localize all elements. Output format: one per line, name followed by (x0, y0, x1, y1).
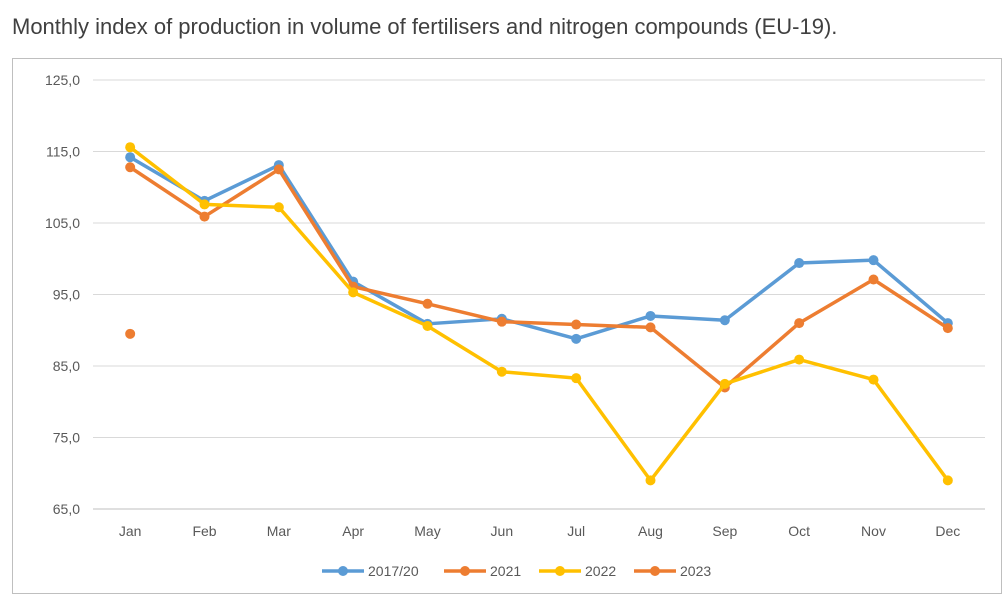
legend-marker (555, 566, 565, 576)
data-point (794, 258, 805, 269)
gridlines (93, 79, 985, 510)
x-tick-label: Dec (935, 523, 960, 539)
data-point (125, 142, 136, 153)
legend-item: 2021 (444, 563, 521, 579)
data-point (794, 354, 805, 365)
x-tick-label: Feb (192, 523, 216, 539)
x-tick-label: Aug (638, 523, 663, 539)
data-point (199, 211, 210, 222)
legend: 2017/20 2021 2022 2023 (322, 563, 711, 579)
y-tick-label: 85,0 (53, 358, 80, 374)
legend-label: 2022 (585, 563, 616, 579)
data-point (571, 319, 582, 330)
series-lines (125, 142, 953, 486)
data-point (645, 310, 656, 321)
legend-label: 2021 (490, 563, 521, 579)
chart-title: Monthly index of production in volume of… (12, 14, 838, 39)
data-point (719, 315, 730, 326)
data-point (571, 373, 582, 384)
data-point (125, 152, 136, 163)
legend-item: 2017/20 (322, 563, 419, 579)
data-point (125, 162, 136, 173)
data-point (719, 378, 730, 389)
data-point (496, 316, 507, 327)
data-point (348, 287, 359, 298)
chart-frame (12, 58, 1002, 594)
data-point (942, 323, 953, 334)
legend-label: 2023 (680, 563, 711, 579)
x-tick-label: Jan (119, 523, 142, 539)
series-2021 (125, 162, 953, 393)
y-tick-label: 105,0 (45, 215, 80, 231)
y-tick-label: 125,0 (45, 72, 80, 88)
series-2022 (125, 142, 953, 486)
data-point (273, 164, 284, 175)
legend-item: 2023 (634, 563, 711, 579)
y-tick-label: 75,0 (53, 430, 80, 446)
data-point (199, 199, 210, 210)
x-tick-label: Nov (861, 523, 886, 539)
legend-marker (338, 566, 348, 576)
data-point (422, 298, 433, 309)
x-tick-label: Oct (788, 523, 810, 539)
y-tick-label: 65,0 (53, 501, 80, 517)
y-tick-label: 115,0 (46, 144, 80, 160)
x-tick-label: May (414, 523, 440, 539)
series-line (129, 155, 949, 341)
x-tick-label: Mar (267, 523, 291, 539)
data-point (645, 475, 656, 486)
data-point (645, 322, 656, 333)
x-axis-ticks: Jan Feb Mar Apr May Jun Jul Aug Sep Oct Nov Dec (119, 523, 960, 539)
y-tick-label: 95,0 (53, 287, 80, 303)
x-tick-label: Jul (567, 523, 585, 539)
data-point (273, 202, 284, 213)
data-point (422, 320, 433, 331)
data-point (125, 328, 136, 339)
data-point (794, 318, 805, 329)
x-tick-label: Apr (342, 523, 364, 539)
series-2017/20 (125, 152, 953, 344)
legend-item: 2022 (539, 563, 616, 579)
data-point (571, 333, 582, 344)
x-tick-label: Sep (712, 523, 737, 539)
data-point (942, 475, 953, 486)
data-point (868, 374, 879, 385)
legend-label: 2017/20 (368, 563, 419, 579)
legend-marker (460, 566, 470, 576)
x-tick-label: Jun (491, 523, 514, 539)
series-line (129, 145, 950, 483)
data-point (868, 255, 879, 266)
y-axis-ticks: 125,0 115,0 105,0 95,0 85,0 75,0 65,0 (45, 72, 80, 517)
legend-marker (650, 566, 660, 576)
series-line (129, 165, 949, 390)
data-point (868, 274, 879, 285)
series-2023 (125, 328, 136, 339)
data-point (496, 366, 507, 377)
